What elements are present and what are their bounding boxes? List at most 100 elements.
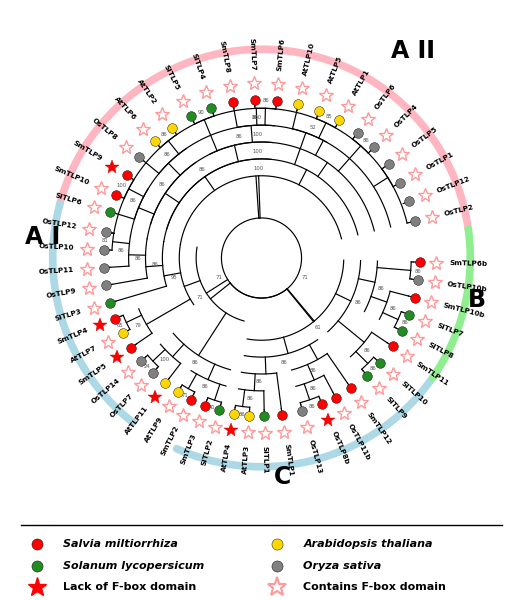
Text: 100: 100 [253, 149, 263, 154]
Text: SmTLP5: SmTLP5 [78, 362, 108, 385]
Text: 52: 52 [310, 125, 316, 130]
Text: SmTLP10b: SmTLP10b [442, 302, 485, 319]
Text: 86: 86 [192, 360, 198, 365]
Text: SmTLP8: SmTLP8 [219, 41, 230, 74]
Text: SlTLP9: SlTLP9 [385, 395, 408, 420]
Text: AtTLP9: AtTLP9 [144, 416, 165, 443]
Text: A I: A I [25, 225, 60, 249]
Text: SlTLP8: SlTLP8 [427, 342, 454, 360]
Text: 100: 100 [252, 115, 262, 120]
Text: OsTLP9: OsTLP9 [46, 287, 77, 299]
Text: SmTLP12: SmTLP12 [366, 411, 392, 445]
Text: 86: 86 [255, 379, 262, 384]
Text: SlTLP6: SlTLP6 [54, 192, 83, 206]
Text: 65: 65 [116, 323, 123, 328]
Text: 86: 86 [201, 384, 208, 389]
Text: 71: 71 [216, 275, 223, 280]
Text: OsTLP5: OsTLP5 [411, 126, 439, 149]
Text: OsTLP10: OsTLP10 [39, 244, 74, 251]
Text: Lack of F-box domain: Lack of F-box domain [63, 583, 196, 592]
Text: 86: 86 [252, 115, 259, 120]
Text: OsTLP13: OsTLP13 [307, 439, 322, 474]
Text: 90: 90 [198, 110, 204, 115]
Text: AtTLP1: AtTLP1 [351, 68, 371, 96]
Text: Contains F-box domain: Contains F-box domain [303, 583, 446, 592]
Text: 86: 86 [158, 182, 165, 187]
Text: OsTLP8b: OsTLP8b [331, 430, 350, 466]
Text: 41: 41 [209, 405, 215, 410]
Text: 86: 86 [253, 98, 259, 103]
Text: 86: 86 [152, 262, 158, 267]
Text: 86: 86 [163, 152, 170, 157]
Text: Arabidopsis thaliana: Arabidopsis thaliana [303, 539, 433, 549]
Text: 86: 86 [130, 198, 137, 203]
Text: 61: 61 [315, 325, 322, 330]
Text: OsTLP7: OsTLP7 [109, 392, 134, 418]
Text: 100: 100 [253, 166, 264, 171]
Text: 86: 86 [235, 134, 242, 139]
Text: AtTLP11: AtTLP11 [124, 405, 150, 436]
Text: 71: 71 [302, 275, 309, 280]
Text: SlTLP7: SlTLP7 [436, 322, 463, 338]
Text: AtTLP2: AtTLP2 [137, 78, 157, 105]
Text: AtTLP3: AtTLP3 [242, 445, 250, 474]
Text: AtTLP10: AtTLP10 [302, 42, 316, 76]
Text: 86: 86 [310, 368, 316, 373]
Text: 86: 86 [309, 404, 315, 409]
Text: AtTLP6: AtTLP6 [113, 96, 137, 122]
Text: SmTLP6: SmTLP6 [277, 38, 286, 71]
Text: 86: 86 [238, 412, 245, 416]
Text: 86: 86 [118, 248, 124, 253]
Text: 100: 100 [117, 183, 127, 188]
Text: OsTLP11b: OsTLP11b [347, 422, 371, 461]
Text: SmTLP11: SmTLP11 [415, 361, 450, 386]
Text: SlTLP5: SlTLP5 [163, 64, 180, 91]
Text: 86: 86 [415, 269, 422, 274]
Text: OsTLP12: OsTLP12 [41, 218, 77, 230]
Text: SlTLP10: SlTLP10 [400, 380, 428, 406]
Text: Solanum lycopersicum: Solanum lycopersicum [63, 561, 204, 571]
Text: 86: 86 [364, 347, 371, 353]
Text: SmTLP6b: SmTLP6b [449, 260, 487, 267]
Text: 81: 81 [102, 238, 108, 244]
Text: 100: 100 [160, 358, 170, 362]
Text: 95: 95 [170, 275, 177, 280]
Text: SlTLP1: SlTLP1 [262, 446, 268, 473]
Text: SmTLP1: SmTLP1 [283, 443, 293, 477]
Text: 86: 86 [378, 286, 384, 292]
Text: SmTLP9: SmTLP9 [72, 140, 103, 163]
Text: OsTLP8: OsTLP8 [91, 117, 119, 141]
Text: OsTLP1: OsTLP1 [425, 151, 454, 171]
Text: 86: 86 [281, 360, 288, 365]
Text: SlTLP3: SlTLP3 [54, 308, 83, 322]
Text: AtTLP7: AtTLP7 [70, 345, 98, 364]
Text: C: C [274, 466, 291, 490]
Text: SmTLP7: SmTLP7 [249, 38, 256, 71]
Text: B: B [468, 288, 485, 312]
Text: Salvia miltiorrhiza: Salvia miltiorrhiza [63, 539, 178, 549]
Text: 86: 86 [247, 395, 254, 401]
Text: 86: 86 [262, 98, 269, 103]
Text: OsTLP2: OsTLP2 [444, 204, 474, 217]
Text: 71: 71 [181, 393, 188, 398]
Text: Oryza sativa: Oryza sativa [303, 561, 382, 571]
Text: 86: 86 [355, 300, 362, 305]
Text: 79: 79 [135, 323, 141, 328]
Text: 86: 86 [134, 256, 141, 261]
Text: SlTLP4: SlTLP4 [190, 53, 205, 81]
Text: 86: 86 [362, 137, 369, 143]
Text: OsTLP6: OsTLP6 [373, 83, 397, 111]
Text: 86: 86 [389, 306, 396, 311]
Text: 86: 86 [310, 386, 316, 391]
Text: 86: 86 [370, 366, 377, 371]
Text: AtTLP5: AtTLP5 [327, 55, 344, 85]
Text: 85: 85 [326, 113, 333, 119]
Text: 86: 86 [160, 133, 167, 137]
Text: SmTLP4: SmTLP4 [56, 327, 89, 345]
Text: OsTLP10b: OsTLP10b [447, 281, 488, 293]
Text: OsTLP4: OsTLP4 [393, 103, 419, 128]
Text: SmTLP2: SmTLP2 [161, 425, 180, 457]
Text: 86: 86 [402, 320, 408, 325]
Text: OsTLP11: OsTLP11 [39, 266, 74, 275]
Text: SmTLP10: SmTLP10 [53, 166, 90, 186]
